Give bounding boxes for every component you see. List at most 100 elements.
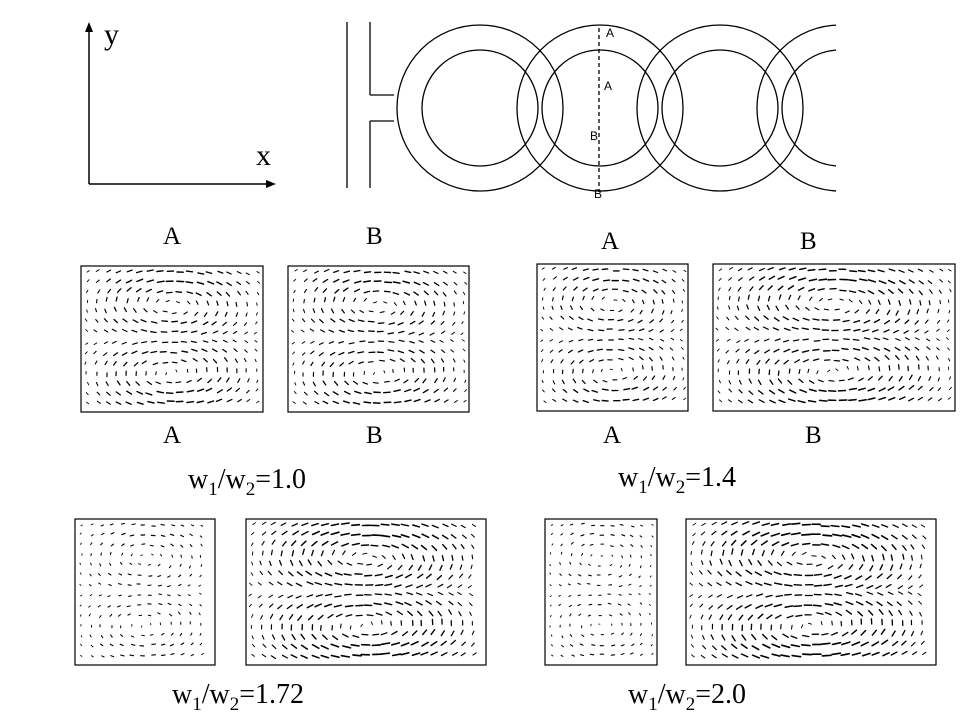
velocity-vector (136, 401, 144, 405)
velocity-vector (177, 611, 181, 615)
velocity-vector (587, 349, 594, 353)
velocity-vector (858, 299, 863, 305)
velocity-vector (936, 338, 940, 341)
velocity-vector (711, 521, 717, 526)
velocity-vector (808, 388, 817, 392)
velocity-vector (170, 632, 174, 636)
velocity-vector (147, 564, 151, 566)
velocity-vector (887, 279, 896, 284)
velocity-vector (771, 653, 781, 657)
velocity-vector (342, 287, 349, 292)
velocity-vector (708, 594, 713, 598)
velocity-vector (863, 319, 871, 324)
velocity-vector (175, 291, 183, 293)
velocity-vector (719, 614, 724, 621)
velocity-vector (659, 318, 664, 323)
velocity-vector (417, 564, 422, 571)
velocity-vector (342, 297, 346, 302)
velocity-vector (839, 298, 844, 301)
velocity-vector (747, 267, 753, 271)
velocity-vector (788, 368, 791, 374)
velocity-vector (911, 534, 917, 539)
velocity-vector (926, 346, 931, 351)
velocity-vector (380, 632, 388, 636)
velocity-vector (813, 573, 823, 576)
velocity-vector (195, 292, 202, 297)
velocity-vector (385, 611, 393, 616)
velocity-vector (692, 522, 697, 526)
velocity-vector (109, 523, 114, 526)
velocity-vector (949, 376, 951, 380)
velocity-vector (846, 365, 849, 370)
velocity-vector (901, 534, 908, 540)
p2-section-a-vectors (540, 266, 687, 404)
velocity-vector (662, 386, 667, 391)
velocity-vector (145, 392, 153, 396)
velocity-vector (812, 327, 821, 330)
velocity-vector (851, 641, 861, 646)
velocity-vector (431, 545, 438, 552)
velocity-vector (939, 299, 942, 305)
velocity-vector (469, 593, 474, 597)
velocity-vector (199, 592, 202, 595)
velocity-vector (889, 564, 894, 571)
velocity-vector (394, 378, 400, 382)
velocity-vector (861, 543, 869, 550)
velocity-vector (721, 653, 728, 658)
velocity-vector (892, 524, 899, 528)
velocity-vector (179, 632, 183, 637)
velocity-vector (277, 604, 283, 610)
velocity-vector (170, 653, 175, 656)
velocity-vector (212, 330, 219, 334)
velocity-vector (260, 615, 263, 620)
velocity-vector (888, 365, 891, 371)
velocity-vector (738, 277, 743, 282)
velocity-vector (451, 523, 457, 527)
velocity-vector (85, 342, 89, 345)
velocity-vector (798, 378, 804, 384)
velocity-vector (329, 362, 335, 368)
velocity-vector (296, 571, 303, 577)
velocity-vector (290, 540, 297, 547)
velocity-vector (150, 350, 158, 354)
velocity-vector (578, 613, 582, 617)
velocity-vector (121, 552, 124, 556)
velocity-vector (387, 349, 395, 352)
velocity-vector (132, 319, 139, 324)
velocity-vector (105, 381, 109, 387)
velocity-vector (348, 360, 354, 365)
velocity-vector (681, 347, 684, 350)
velocity-vector (593, 399, 600, 402)
velocity-vector (121, 341, 127, 345)
velocity-vector (751, 531, 761, 537)
velocity-vector (783, 348, 791, 353)
velocity-vector (725, 581, 732, 586)
velocity-vector (751, 633, 757, 641)
velocity-vector (146, 380, 153, 386)
velocity-vector (919, 300, 922, 306)
velocity-vector (374, 593, 383, 596)
velocity-vector (186, 389, 195, 393)
velocity-vector (570, 532, 574, 536)
velocity-vector (648, 593, 651, 595)
velocity-vector (421, 523, 429, 527)
velocity-vector (191, 348, 198, 352)
velocity-vector (352, 634, 360, 638)
velocity-vector (343, 390, 351, 395)
velocity-vector (798, 369, 801, 375)
velocity-vector (288, 571, 294, 577)
velocity-vector (244, 349, 248, 353)
velocity-vector (748, 390, 754, 395)
velocity-vector (552, 380, 556, 385)
velocity-vector (716, 306, 719, 310)
cut-label-b-outer: B (594, 187, 602, 201)
velocity-vector (366, 563, 373, 566)
velocity-vector (858, 398, 867, 402)
velocity-vector (110, 655, 115, 658)
velocity-vector (835, 611, 843, 616)
velocity-vector (329, 351, 336, 356)
velocity-vector (313, 297, 316, 303)
velocity-vector (797, 295, 801, 301)
velocity-vector (561, 635, 564, 639)
velocity-vector (558, 349, 563, 353)
